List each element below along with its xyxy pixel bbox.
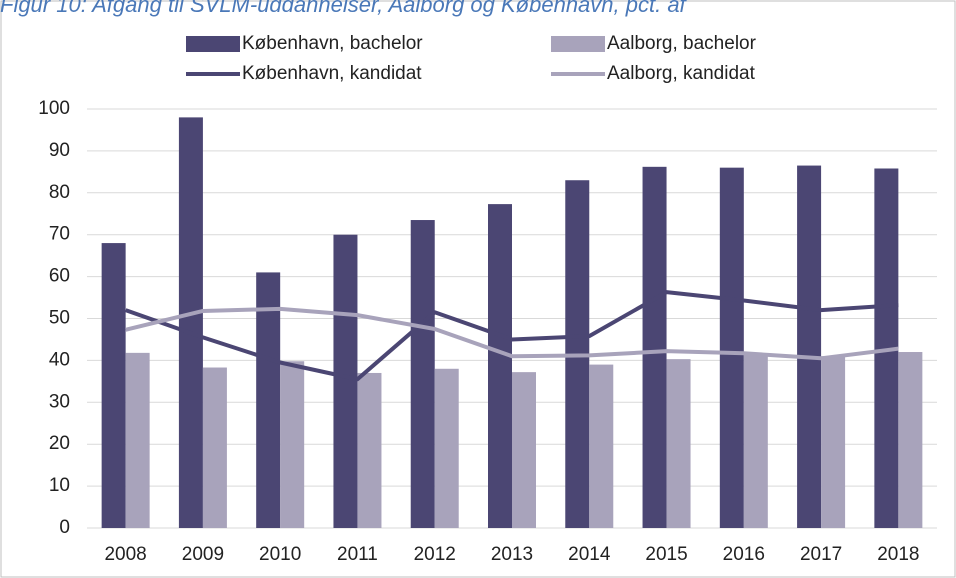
y-tick-label: 80 (49, 182, 70, 203)
y-tick-label: 70 (49, 224, 70, 245)
x-tick-label: 2011 (337, 544, 378, 565)
legend-label: København, bachelor (242, 33, 423, 54)
bar (280, 361, 305, 528)
x-tick-label: 2017 (800, 544, 842, 565)
line (124, 290, 899, 382)
bar (666, 359, 691, 528)
legend-label: Aalborg, kandidat (607, 63, 756, 84)
bar (256, 272, 281, 528)
x-tick-label: 2012 (414, 544, 456, 565)
bar (178, 117, 203, 528)
legend-label: Aalborg, bachelor (607, 33, 757, 54)
bar (797, 165, 822, 528)
bar (719, 167, 744, 528)
y-tick-label: 100 (38, 98, 70, 119)
chart-title: Figur 10: Afgang til SVLM-uddannelser, A… (0, 0, 689, 17)
x-tick-label: 2016 (723, 544, 765, 565)
y-tick-label: 40 (49, 349, 70, 370)
bar (512, 372, 536, 528)
x-tick-label: 2014 (568, 544, 611, 565)
bar (589, 364, 614, 528)
bar (434, 368, 459, 528)
bar (743, 354, 768, 528)
y-tick-label: 60 (49, 266, 70, 287)
bar (488, 204, 512, 528)
x-tick-label: 2010 (259, 544, 301, 565)
bar (821, 356, 846, 528)
bar (410, 220, 435, 528)
bar (202, 367, 227, 528)
bar (125, 352, 150, 528)
x-tick-label: 2015 (645, 544, 687, 565)
line (125, 306, 899, 361)
y-tick-label: 10 (49, 475, 70, 496)
x-tick-label: 2009 (182, 544, 224, 565)
legend-label: København, kandidat (242, 63, 422, 84)
bar (333, 234, 358, 528)
bar (898, 352, 923, 528)
y-tick-label: 90 (49, 140, 70, 161)
x-tick-label: 2018 (877, 544, 919, 565)
legend-swatch (186, 36, 240, 52)
bar (101, 243, 126, 528)
legend-swatch (551, 36, 605, 52)
y-tick-label: 0 (59, 517, 70, 538)
y-tick-label: 20 (49, 433, 70, 454)
bar (642, 166, 667, 528)
bar (357, 372, 382, 528)
x-tick-label: 2013 (491, 544, 533, 565)
y-tick-label: 50 (49, 308, 70, 329)
x-tick-label: 2008 (104, 544, 146, 565)
y-tick-label: 30 (49, 391, 70, 412)
